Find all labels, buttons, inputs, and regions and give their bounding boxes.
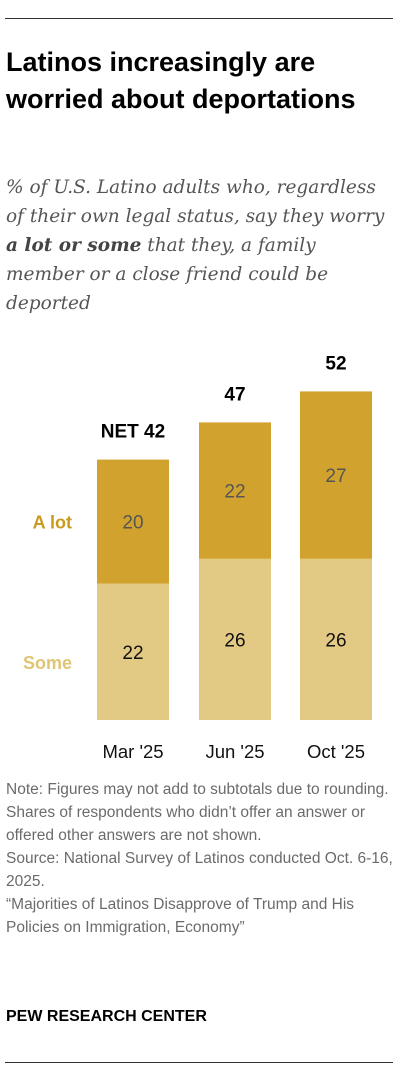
x-tick-label: Jun '25	[205, 741, 264, 760]
chart-title: Latinos increasingly are worried about d…	[6, 47, 356, 114]
subtitle-text-end: that they, a family member or a close fr…	[6, 235, 329, 314]
subtitle-text-start: % of U.S. Latino adults who, regardless …	[6, 177, 385, 227]
data-label-some: 22	[122, 643, 143, 664]
data-label-some: 26	[325, 630, 346, 651]
bar-segment-some	[199, 558, 271, 720]
data-label-some: 26	[224, 630, 245, 651]
bottom-rule	[5, 1062, 393, 1063]
chart-subtitle: % of U.S. Latino adults who, regardless …	[6, 173, 396, 318]
report-title: “Majorities of Latinos Disapprove of Tru…	[6, 896, 355, 936]
organization-name: PEW RESEARCH CENTER	[6, 1008, 207, 1025]
bar-segment-some	[97, 583, 169, 720]
bar-segment-a-lot	[97, 459, 169, 584]
total-label: 47	[224, 384, 245, 405]
stacked-bar-chart: 22 20 NET 42 Mar '25 26 22 47 Jun '25 26 27 52 Oct …	[23, 353, 372, 760]
total-label: 52	[325, 353, 346, 374]
bar-segment-some	[300, 558, 372, 720]
bar-segment-a-lot	[300, 391, 372, 559]
note-text: Note: Figures may not add to subtotals d…	[6, 781, 389, 844]
total-label: NET 42	[101, 422, 165, 443]
data-label-a-lot: 20	[122, 513, 143, 534]
data-label-a-lot: 27	[325, 466, 346, 487]
bar-segment-a-lot	[199, 422, 271, 559]
data-label-a-lot: 22	[224, 482, 245, 503]
legend-a-lot: A lot	[33, 513, 72, 533]
subtitle-emphasis: a lot or some	[6, 235, 142, 256]
source-text: Source: National Survey of Latinos condu…	[6, 850, 393, 890]
legend-some: Some	[23, 653, 72, 673]
notes-block: Note: Figures may not add to subtotals d…	[6, 778, 396, 939]
x-tick-label: Mar '25	[102, 741, 163, 760]
top-rule	[5, 18, 393, 19]
x-tick-label: Oct '25	[307, 741, 365, 760]
